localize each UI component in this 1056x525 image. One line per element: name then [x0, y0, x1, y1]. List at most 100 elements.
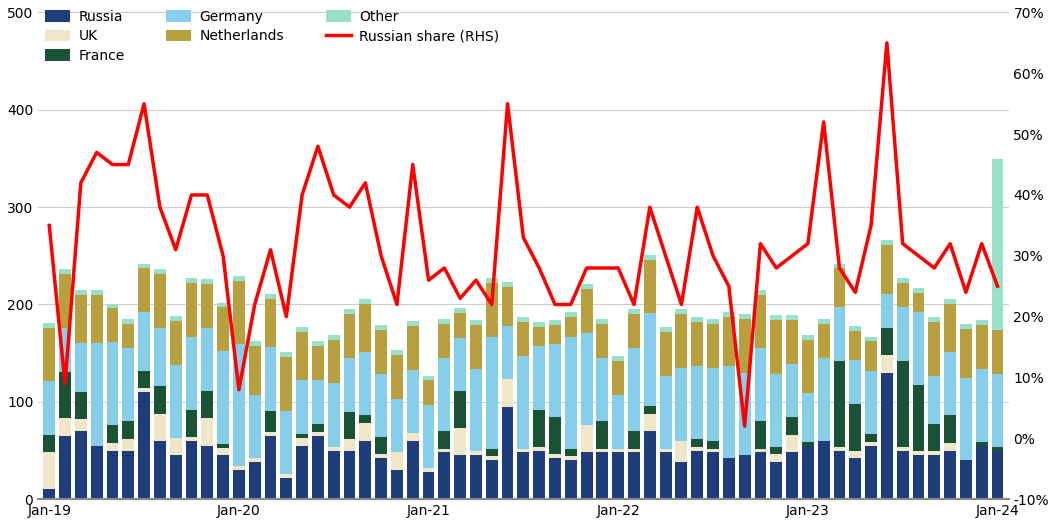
Bar	[802, 446, 814, 499]
Bar	[581, 333, 592, 425]
Bar	[755, 295, 767, 348]
Bar	[296, 332, 308, 381]
Bar	[312, 436, 324, 499]
Bar	[122, 439, 134, 450]
Bar	[928, 452, 940, 455]
Bar	[676, 441, 687, 462]
Bar	[833, 361, 846, 447]
Bar	[865, 442, 876, 446]
Bar	[202, 328, 213, 391]
Bar	[202, 284, 213, 328]
Bar	[802, 442, 814, 446]
Bar	[249, 346, 261, 395]
Bar	[770, 447, 782, 455]
Bar	[296, 446, 308, 499]
Bar	[692, 450, 703, 499]
Bar	[708, 319, 719, 324]
Bar	[549, 344, 561, 417]
Bar	[502, 380, 513, 407]
Bar	[186, 441, 197, 499]
Bar	[770, 374, 782, 447]
Bar	[770, 455, 782, 462]
Bar	[249, 341, 261, 346]
Bar	[944, 299, 956, 303]
Bar	[359, 303, 372, 352]
Bar	[660, 327, 672, 332]
Bar	[912, 455, 924, 499]
Bar	[612, 356, 624, 361]
Bar	[849, 458, 862, 499]
Bar	[375, 458, 388, 499]
Bar	[154, 414, 166, 441]
Bar	[755, 422, 767, 448]
Bar	[470, 452, 482, 455]
Bar	[470, 455, 482, 499]
Bar	[565, 337, 577, 448]
Bar	[676, 368, 687, 441]
Bar	[502, 282, 513, 287]
Bar	[470, 369, 482, 452]
Bar	[91, 295, 102, 343]
Bar	[549, 325, 561, 344]
Bar	[233, 344, 245, 466]
Bar	[170, 365, 182, 438]
Bar	[723, 458, 735, 499]
Bar	[944, 415, 956, 443]
Bar	[881, 245, 892, 294]
Bar	[597, 319, 608, 324]
Bar	[422, 472, 434, 499]
Bar	[59, 372, 71, 418]
Bar	[533, 322, 545, 327]
Bar	[438, 453, 450, 499]
Bar	[992, 374, 1003, 447]
Bar	[833, 450, 846, 499]
Bar	[422, 381, 434, 405]
Bar	[391, 350, 403, 355]
Bar	[865, 434, 876, 442]
Bar	[502, 287, 513, 326]
Bar	[359, 423, 372, 441]
Bar	[581, 425, 592, 453]
Bar	[865, 371, 876, 434]
Bar	[660, 375, 672, 448]
Bar	[170, 438, 182, 455]
Bar	[454, 455, 466, 499]
Bar	[43, 323, 55, 328]
Bar	[454, 338, 466, 391]
Bar	[786, 315, 798, 320]
Bar	[218, 302, 229, 308]
Bar	[359, 441, 372, 499]
Bar	[391, 470, 403, 499]
Bar	[107, 425, 118, 443]
Bar	[312, 341, 324, 346]
Bar	[75, 419, 87, 431]
Bar	[817, 358, 830, 441]
Bar	[770, 320, 782, 374]
Bar	[849, 331, 862, 360]
Bar	[549, 417, 561, 455]
Bar	[644, 406, 656, 414]
Bar	[218, 455, 229, 499]
Bar	[343, 439, 356, 450]
Bar	[912, 452, 924, 455]
Bar	[992, 447, 1003, 450]
Bar	[817, 319, 830, 324]
Bar	[486, 460, 497, 499]
Bar	[186, 283, 197, 337]
Bar	[138, 388, 150, 392]
Bar	[327, 383, 340, 447]
Bar	[944, 352, 956, 415]
Bar	[502, 407, 513, 499]
Bar	[660, 332, 672, 375]
Bar	[43, 381, 55, 435]
Bar	[802, 340, 814, 393]
Bar	[281, 411, 293, 474]
Bar	[833, 268, 846, 308]
Bar	[233, 276, 245, 281]
Bar	[849, 326, 862, 331]
Bar	[881, 294, 892, 328]
Bar	[565, 317, 577, 337]
Bar	[723, 366, 735, 458]
Bar	[122, 324, 134, 348]
Bar	[581, 453, 592, 499]
